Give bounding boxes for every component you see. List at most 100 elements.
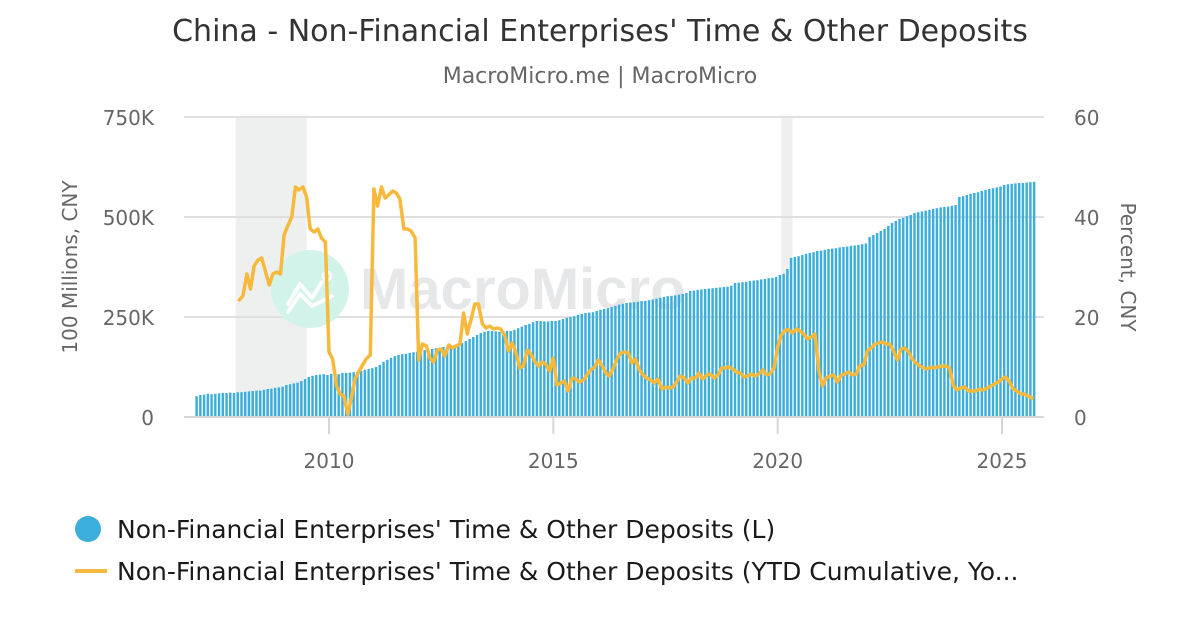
x-tick-label: 2025: [977, 449, 1028, 473]
bar: [1010, 183, 1013, 417]
bar: [711, 288, 714, 417]
bar: [587, 312, 591, 417]
y-left-tick-label: 250K: [103, 306, 155, 330]
bar: [696, 289, 699, 417]
bar: [726, 286, 729, 417]
bar: [771, 277, 774, 417]
y-left-tick-label: 750K: [103, 106, 155, 130]
bar: [741, 282, 744, 417]
bar: [397, 355, 400, 417]
bar: [816, 251, 819, 417]
bar: [703, 289, 707, 417]
bar: [199, 395, 202, 417]
bar: [737, 282, 740, 417]
bar: [909, 215, 912, 417]
bar: [849, 245, 853, 417]
bar: [988, 189, 991, 417]
bar: [438, 347, 441, 417]
bar: [924, 210, 927, 417]
bar: [931, 209, 935, 417]
bar: [707, 288, 711, 417]
bar: [976, 192, 980, 417]
bar: [326, 375, 329, 417]
x-axis-ticks: 2010 2015 2020 2025: [304, 417, 1028, 473]
bar: [580, 313, 583, 417]
bar: [415, 351, 419, 417]
bar: [367, 369, 370, 417]
bar: [378, 365, 382, 417]
bar: [879, 231, 883, 417]
y-right-tick-label: 40: [1074, 206, 1099, 230]
bar: [688, 291, 692, 417]
bar: [464, 341, 468, 417]
bar: [984, 189, 987, 417]
bar: [472, 337, 475, 417]
bar: [333, 373, 337, 417]
x-tick-label: 2020: [752, 449, 803, 473]
bar: [875, 233, 879, 417]
bar: [610, 307, 613, 417]
bar: [857, 245, 860, 417]
bar: [273, 387, 277, 417]
bar: [935, 208, 939, 417]
bar: [258, 390, 262, 417]
bar: [412, 352, 415, 417]
bar: [277, 387, 281, 417]
line-series: [237, 185, 1034, 416]
bar: [640, 301, 643, 417]
legend-item-deposits[interactable]: Non-Financial Enterprises' Time & Other …: [75, 508, 1019, 550]
bar: [662, 297, 666, 417]
legend-item-yoy[interactable]: Non-Financial Enterprises' Time & Other …: [75, 550, 1019, 592]
bar: [872, 235, 875, 417]
bar: [281, 386, 284, 417]
bar: [831, 248, 834, 417]
bar: [722, 287, 726, 417]
legend: Non-Financial Enterprises' Time & Other …: [75, 508, 1019, 592]
y-right-tick-label: 20: [1074, 306, 1099, 330]
bar: [348, 372, 352, 417]
bar: [845, 246, 849, 417]
bar: [655, 298, 658, 417]
bar: [647, 300, 651, 417]
bar: [569, 317, 572, 417]
bar: [475, 335, 479, 417]
bar: [692, 290, 696, 417]
bar: [651, 299, 654, 417]
bar: [449, 345, 453, 417]
bar: [842, 247, 845, 417]
bar: [296, 382, 299, 417]
bar: [677, 294, 681, 417]
bar: [745, 281, 748, 417]
bar: [718, 287, 722, 417]
bar: [408, 353, 411, 417]
bar: [262, 389, 266, 417]
bar: [229, 392, 232, 417]
bar: [382, 361, 385, 417]
bar: [834, 248, 838, 417]
recession-band: [781, 117, 793, 417]
bar: [516, 328, 520, 417]
bar: [292, 383, 296, 417]
y-axis-right: 0 20 40 60: [1074, 106, 1099, 430]
y-left-tick-label: 0: [141, 406, 154, 430]
bar: [621, 303, 625, 417]
legend-label: Non-Financial Enterprises' Time & Other …: [117, 556, 1019, 586]
bar: [494, 331, 497, 417]
y-left-tick-label: 500K: [103, 206, 155, 230]
bar: [389, 357, 393, 417]
bar: [483, 331, 486, 417]
bar: [558, 320, 561, 417]
bar: [961, 196, 965, 417]
bar: [715, 287, 718, 417]
bar: [490, 331, 494, 417]
bar: [819, 250, 823, 417]
bar: [890, 223, 894, 417]
bar: [255, 390, 258, 417]
bar: [195, 396, 198, 417]
bar: [359, 371, 363, 417]
bar: [1014, 183, 1017, 417]
bar: [363, 369, 367, 417]
bar: [793, 257, 797, 417]
bar: [823, 249, 826, 417]
bar: [288, 384, 292, 417]
